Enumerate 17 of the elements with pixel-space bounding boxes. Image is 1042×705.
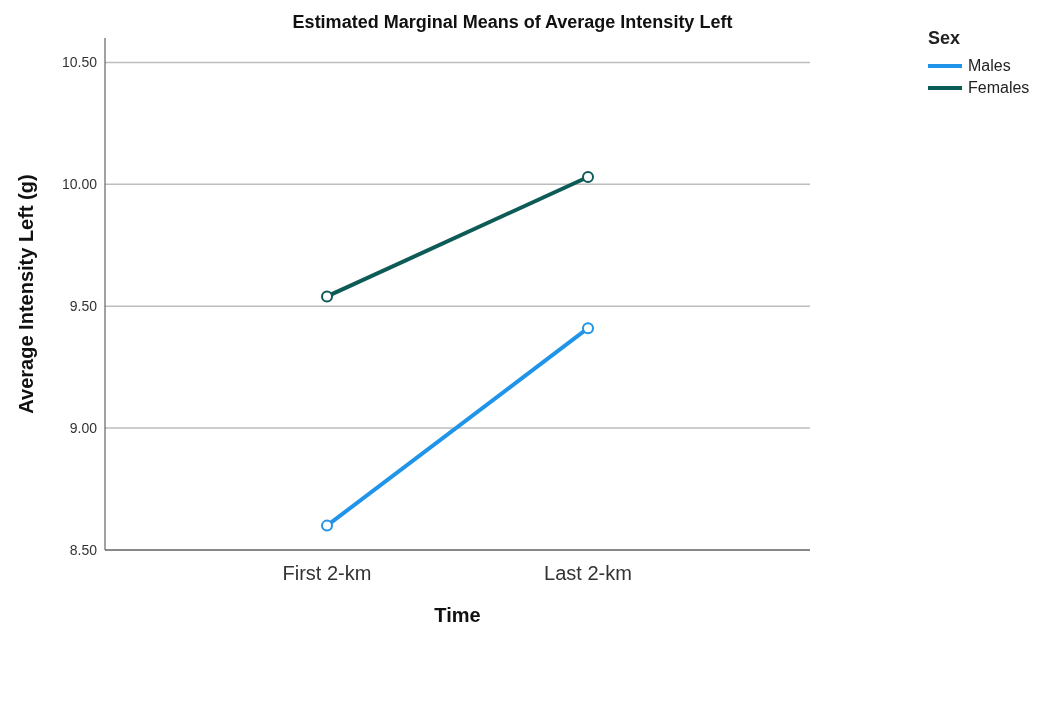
- point: [582, 170, 594, 183]
- x-tick-label: First 2-km: [282, 562, 372, 585]
- point: [321, 290, 333, 303]
- point: [321, 519, 333, 532]
- legend-label: Males: [967, 56, 1012, 76]
- y-tick-label: 8.50: [69, 541, 98, 558]
- y-axis-title: Average Intensity Left (g): [15, 174, 37, 414]
- chart-title: Estimated Marginal Means of Average Intensity Left: [291, 12, 734, 33]
- legend-title: Sex: [928, 28, 962, 49]
- legend-label: Females: [967, 78, 1031, 98]
- y-tick-label: 9.50: [69, 298, 98, 315]
- x-tick-label: Last 2-km: [544, 562, 632, 585]
- x-axis-title: Time: [434, 604, 481, 626]
- y-tick-label: 10.00: [61, 176, 98, 193]
- point: [582, 322, 594, 335]
- y-tick-label: 9.00: [69, 420, 98, 437]
- y-tick-label: 10.50: [61, 54, 98, 71]
